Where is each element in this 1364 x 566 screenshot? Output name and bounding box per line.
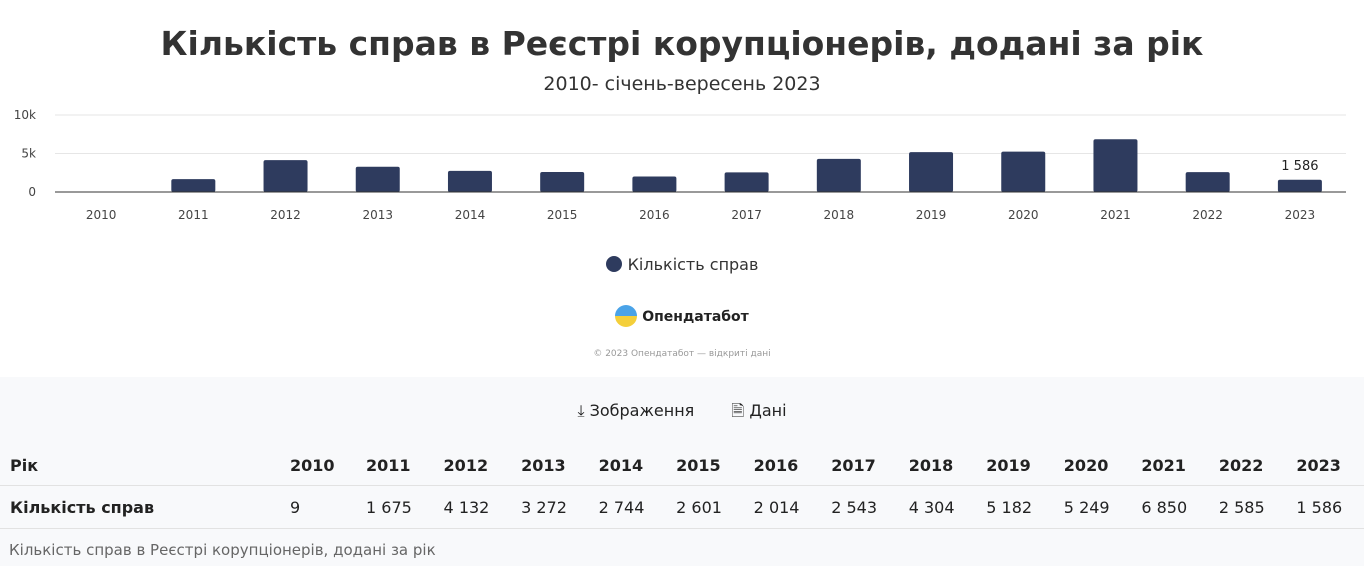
x-tick-label: 2020 [1008, 208, 1039, 222]
legend-dot-icon [605, 256, 622, 272]
table-cell: 2 543 [821, 485, 899, 529]
x-tick-label: 2021 [1100, 208, 1131, 222]
x-tick-label: 2017 [731, 208, 762, 222]
legend-label: Кількість справ [627, 255, 759, 274]
x-tick-label: 2011 [178, 208, 209, 222]
x-tick-label: 2016 [639, 208, 670, 222]
bar-2018 [816, 158, 861, 192]
bar-2014 [447, 170, 492, 192]
bar-2011 [171, 179, 216, 192]
table-cell: 2 585 [1208, 485, 1287, 529]
table-cell: 9 [280, 485, 357, 529]
chart-subtitle: 2010- січень-вересень 2023 [543, 73, 821, 95]
column-header: 2012 [433, 445, 512, 486]
table-cell: 5 249 [1053, 485, 1132, 529]
x-tick-label: 2014 [455, 208, 486, 222]
bar-2017 [724, 172, 769, 192]
column-header: 2015 [666, 445, 744, 486]
table-cell: Кількість справ [0, 485, 280, 529]
data-label: 1 586 [1281, 159, 1318, 174]
table-cell: 2 014 [743, 485, 822, 529]
table-cell: 4 304 [898, 485, 977, 529]
copyright: © 2023 Опендатабот — відкриті дані [593, 349, 771, 359]
download-image-button[interactable]: ⤓ Зображення [577, 401, 694, 420]
table-cell: 5 182 [976, 485, 1054, 529]
x-tick-label: 2019 [916, 208, 947, 222]
chart-title: Кількість справ в Реєстрі корупціонерів,… [160, 24, 1204, 63]
chart-card: 0 5k 10k 2010 2011 2012 2013 2014 2015 2016 2017 20… [0, 24, 1364, 359]
legend-item[interactable]: Кількість справ [0, 255, 1364, 274]
x-tick-label: 2018 [824, 208, 855, 222]
x-tick-label: 2015 [547, 208, 578, 222]
column-header: 2019 [976, 445, 1054, 486]
y-tick-label: 5k [21, 147, 36, 161]
table-cell: 2 601 [666, 485, 744, 529]
column-header: 2022 [1208, 445, 1287, 486]
bar-2020 [1001, 151, 1046, 192]
column-header: 2020 [1053, 445, 1132, 486]
x-tick-label: 2013 [362, 208, 393, 222]
export-actions: ⤓ Зображення 🗎 Дані [0, 400, 1364, 427]
download-image-label: Зображення [589, 401, 695, 420]
bar-2022 [1185, 172, 1230, 192]
column-header: 2016 [743, 445, 822, 486]
logo-text: Опендатабот [642, 309, 749, 325]
table-cell: 1 586 [1286, 485, 1364, 529]
table-row: Кількість справ 9 1 675 4 132 3 272 2 744 2 60… [0, 485, 1364, 529]
column-header: 2017 [821, 445, 899, 486]
data-table: Рік 2010 2011 2012 2013 2014 2015 2016 2017 2018 2… [0, 445, 1364, 529]
bar-2015 [540, 171, 585, 192]
bar-2023 [1277, 179, 1322, 192]
logo: Опендатабот [0, 305, 1364, 327]
column-header: 2010 [280, 445, 357, 486]
column-header: 2014 [588, 445, 667, 486]
bar-2016 [632, 176, 677, 192]
column-header: 2023 [1286, 445, 1364, 486]
x-tick-label: 2023 [1285, 208, 1316, 222]
table-cell: 6 850 [1131, 485, 1209, 529]
bar-chart: 0 5k 10k 2010 2011 2012 2013 2014 2015 2016 2017 20… [14, 108, 1346, 222]
x-tick-label: 2012 [270, 208, 301, 222]
download-data-button[interactable]: 🗎 Дані [731, 401, 786, 420]
y-tick-label: 10k [14, 108, 36, 122]
table-cell: 3 272 [511, 485, 589, 529]
download-icon: ⤓ [577, 401, 590, 420]
table-cell: 1 675 [356, 485, 434, 529]
x-tick-label: 2010 [86, 208, 117, 222]
column-header: 2011 [356, 445, 434, 486]
column-header: 2021 [1131, 445, 1209, 486]
table-header-row: Рік 2010 2011 2012 2013 2014 2015 2016 2017 2018 2… [0, 445, 1364, 486]
bar-2012 [263, 160, 308, 192]
column-header: Рік [0, 445, 280, 486]
bar-2013 [355, 166, 400, 192]
opendatabot-logo-icon [615, 305, 638, 327]
column-header: 2013 [511, 445, 589, 486]
bar-2021 [1093, 139, 1138, 192]
y-tick-label: 0 [28, 185, 36, 199]
table-caption: Кількість справ в Реєстрі корупціонерів,… [9, 541, 436, 559]
column-header: 2018 [898, 445, 977, 486]
bar-2019 [909, 152, 954, 192]
csv-file-icon: 🗎 [731, 401, 750, 420]
x-tick-label: 2022 [1192, 208, 1223, 222]
download-data-label: Дані [749, 401, 787, 420]
table-cell: 4 132 [433, 485, 512, 529]
table-cell: 2 744 [588, 485, 667, 529]
